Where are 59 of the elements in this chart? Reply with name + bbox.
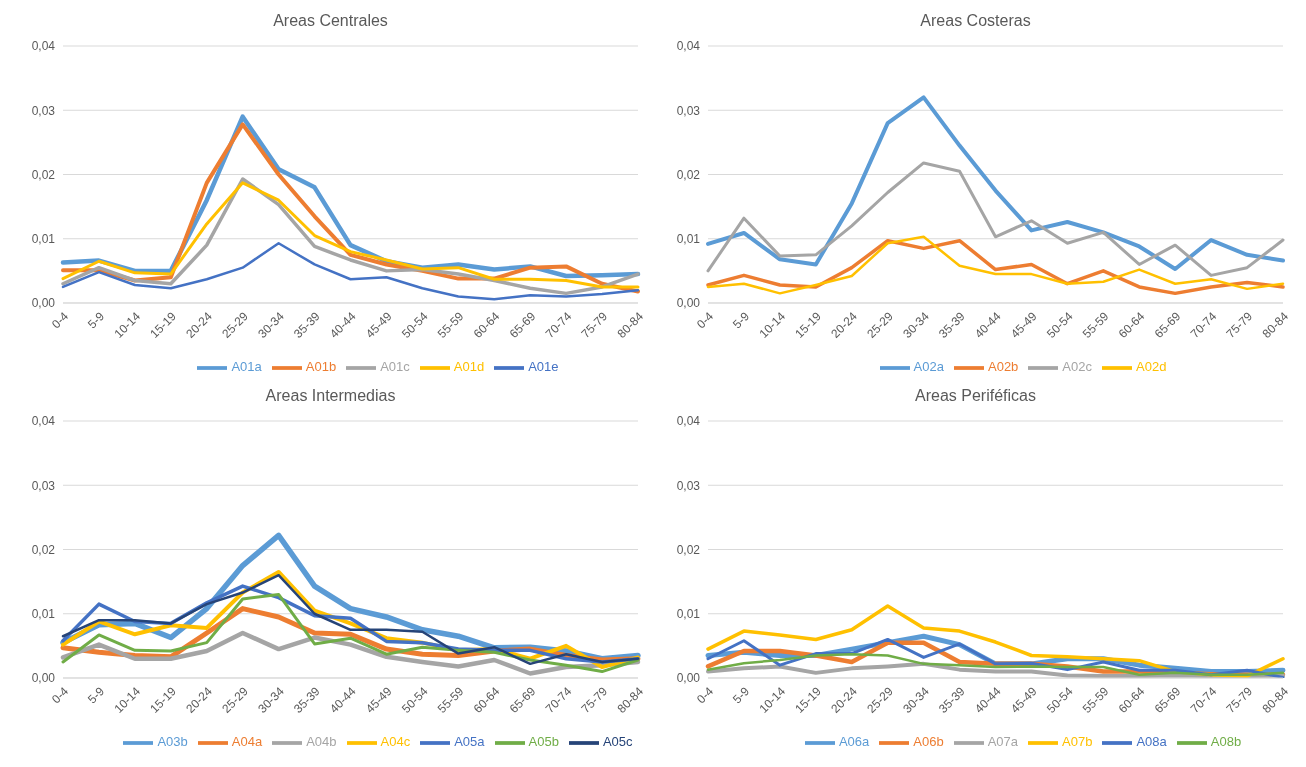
- legend-label: A08b: [1210, 734, 1242, 750]
- y-tick-label: 0,03: [31, 103, 56, 118]
- y-tick-label: 0,02: [31, 167, 56, 182]
- legend-label: A02b: [987, 359, 1019, 375]
- y-tick-label: 0,04: [676, 39, 701, 54]
- chart-title: Areas Intermedias: [264, 386, 397, 406]
- x-tick-label: 0-4: [693, 684, 717, 707]
- y-tick-label: 0,00: [31, 671, 56, 686]
- legend-label: A02d: [1136, 359, 1167, 375]
- legend-label: A02a: [913, 359, 944, 375]
- legend-label: A03b: [157, 734, 188, 750]
- y-tick-label: 0,01: [676, 232, 701, 247]
- line-series: [706, 161, 1285, 277]
- legend-label: A06a: [838, 734, 870, 750]
- y-tick-label: 0,04: [31, 414, 56, 429]
- line-series: [61, 242, 640, 301]
- chart-title: Areas Centrales: [272, 11, 389, 31]
- y-tick-label: 0,02: [31, 542, 56, 557]
- legend-label: A05c: [602, 734, 633, 750]
- legend-label: A05a: [454, 734, 485, 750]
- y-tick-label: 0,03: [676, 103, 701, 118]
- legend-label: A08a: [1136, 734, 1167, 750]
- line-series: [61, 592, 640, 674]
- y-tick-label: 0,01: [676, 607, 701, 622]
- legend-label: A01d: [453, 359, 485, 375]
- legend-label: A04c: [380, 734, 411, 750]
- x-tick-label: 5-9: [729, 684, 753, 707]
- y-tick-label: 0,02: [676, 167, 701, 182]
- legend-label: A05b: [528, 734, 559, 750]
- chart-title: Areas Costeras: [919, 11, 1032, 31]
- y-tick-label: 0,00: [31, 296, 56, 311]
- y-tick-label: 0,00: [676, 296, 701, 311]
- legend-label: A07b: [1062, 734, 1093, 750]
- x-tick-label: 0-4: [48, 684, 72, 707]
- legend-label: A01e: [528, 359, 559, 375]
- x-tick-label: 5-9: [84, 309, 108, 332]
- x-tick-label: 5-9: [84, 684, 108, 707]
- legend-label: A01b: [305, 359, 337, 375]
- y-tick-label: 0,04: [31, 39, 56, 54]
- y-tick-label: 0,00: [676, 671, 701, 686]
- legend-label: A06b: [913, 734, 944, 750]
- x-tick-label: 0-4: [48, 309, 72, 332]
- legend-label: A04b: [306, 734, 337, 750]
- y-tick-label: 0,02: [676, 542, 701, 557]
- legend-label: A01c: [380, 359, 410, 375]
- x-tick-label: 0-4: [693, 309, 717, 332]
- x-tick-label: 5-9: [729, 309, 753, 332]
- y-tick-label: 0,03: [676, 478, 701, 493]
- legend-label: A07a: [987, 734, 1018, 750]
- y-tick-label: 0,01: [31, 232, 56, 247]
- legend-label: A01a: [231, 359, 262, 375]
- chart-title: Areas Periféficas: [914, 386, 1037, 406]
- y-tick-label: 0,03: [31, 478, 56, 493]
- line-series: [706, 95, 1285, 271]
- y-tick-label: 0,04: [676, 414, 701, 429]
- line-series: [706, 652, 1285, 677]
- legend-label: A02c: [1062, 359, 1092, 375]
- legend-label: A04a: [231, 734, 263, 750]
- y-tick-label: 0,01: [31, 607, 56, 622]
